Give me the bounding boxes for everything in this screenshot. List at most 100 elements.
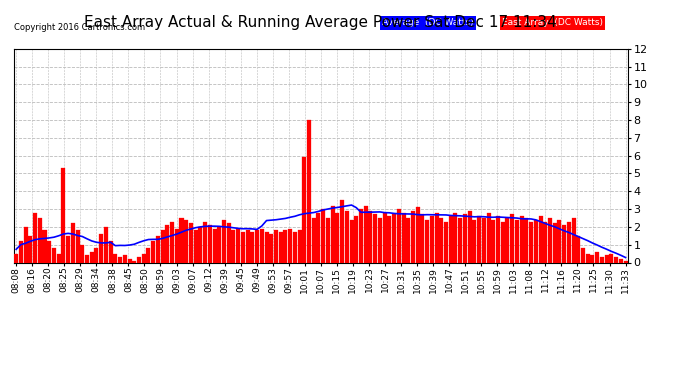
Bar	[151, 241, 155, 262]
Bar	[80, 245, 84, 262]
Bar	[241, 232, 245, 262]
Bar	[506, 218, 509, 262]
Bar	[538, 216, 542, 262]
Bar	[43, 230, 46, 262]
Bar	[496, 216, 500, 262]
Bar	[345, 211, 349, 262]
Bar	[166, 225, 169, 262]
Bar	[203, 222, 207, 262]
Bar	[553, 224, 557, 262]
Bar	[279, 232, 283, 262]
Bar	[264, 232, 268, 262]
Bar	[208, 225, 212, 262]
Bar	[170, 222, 174, 262]
Bar	[440, 218, 443, 262]
Bar	[47, 241, 51, 262]
Bar	[312, 218, 316, 262]
Bar	[57, 254, 61, 262]
Bar	[529, 222, 533, 262]
Bar	[38, 218, 42, 262]
Bar	[293, 232, 297, 262]
Bar	[524, 218, 529, 262]
Bar	[477, 216, 481, 262]
Bar	[586, 254, 590, 262]
Bar	[435, 213, 439, 262]
Bar	[415, 207, 420, 262]
Bar	[322, 209, 325, 262]
Bar	[199, 227, 202, 262]
Bar	[317, 213, 320, 262]
Bar	[406, 218, 411, 262]
Bar	[179, 218, 184, 262]
Bar	[104, 227, 108, 262]
Bar	[600, 257, 604, 262]
Bar	[383, 213, 386, 262]
Bar	[468, 211, 472, 262]
Bar	[118, 257, 122, 262]
Bar	[453, 213, 457, 262]
Bar	[387, 216, 391, 262]
Bar	[250, 232, 255, 262]
Bar	[515, 220, 519, 262]
Bar	[430, 216, 434, 262]
Bar	[326, 218, 330, 262]
Bar	[548, 218, 552, 262]
Bar	[486, 213, 491, 262]
Bar	[236, 229, 240, 262]
Bar	[591, 255, 595, 262]
Bar	[108, 241, 112, 262]
Bar	[604, 255, 609, 262]
Bar	[354, 216, 358, 262]
Bar	[33, 213, 37, 262]
Bar	[420, 214, 424, 262]
Bar	[624, 261, 627, 262]
Bar	[189, 224, 193, 262]
Bar	[137, 257, 141, 262]
Bar	[501, 222, 504, 262]
Bar	[562, 225, 566, 262]
Bar	[217, 227, 221, 262]
Bar	[595, 252, 599, 262]
Bar	[510, 214, 514, 262]
Bar	[397, 209, 401, 262]
Bar	[571, 218, 575, 262]
Bar	[448, 216, 453, 262]
Bar	[71, 224, 75, 262]
Bar	[425, 220, 429, 262]
Bar	[463, 214, 467, 262]
Bar	[340, 200, 344, 262]
Bar	[23, 227, 28, 262]
Bar	[61, 168, 66, 262]
Bar	[132, 261, 136, 262]
Bar	[231, 230, 235, 262]
Bar	[128, 259, 132, 262]
Bar	[85, 255, 89, 262]
Bar	[184, 220, 188, 262]
Bar	[302, 158, 306, 262]
Bar	[373, 214, 377, 262]
Bar	[331, 206, 335, 262]
Bar	[194, 230, 197, 262]
Bar	[19, 241, 23, 262]
Bar	[335, 213, 339, 262]
Bar	[297, 230, 302, 262]
Bar	[411, 211, 415, 262]
Bar	[146, 248, 150, 262]
Bar	[576, 236, 580, 262]
Bar	[359, 209, 363, 262]
Title: East Array Actual & Running Average Power Sat Dec 17 11:34: East Array Actual & Running Average Powe…	[84, 15, 558, 30]
Bar	[28, 236, 32, 262]
Bar	[95, 248, 99, 262]
Bar	[156, 236, 160, 262]
Bar	[52, 248, 56, 262]
Bar	[392, 214, 396, 262]
Bar	[534, 220, 538, 262]
Bar	[520, 216, 524, 262]
Bar	[368, 211, 373, 262]
Bar	[378, 218, 382, 262]
Bar	[76, 230, 79, 262]
Bar	[99, 234, 104, 262]
Bar	[567, 222, 571, 262]
Bar	[141, 254, 146, 262]
Bar	[260, 229, 264, 262]
